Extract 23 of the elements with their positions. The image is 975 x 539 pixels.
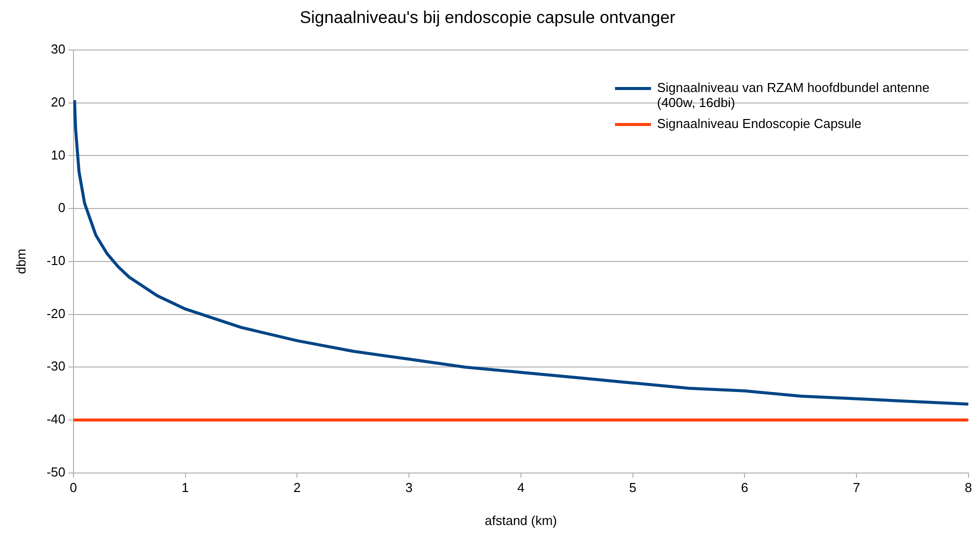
- chart-title: Signaalniveau's bij endoscopie capsule ontvanger: [298, 8, 676, 28]
- y-tick-label: -30: [46, 358, 66, 374]
- y-tick-label: 0: [58, 200, 66, 216]
- x-tick-label: 8: [964, 480, 972, 496]
- x-tick-label: 0: [70, 480, 78, 496]
- x-tick-label: 6: [741, 480, 748, 496]
- x-tick-label: 2: [294, 480, 301, 496]
- x-tick-label: 3: [405, 480, 413, 496]
- y-tick-label: 20: [50, 94, 66, 110]
- y-tick-label: -50: [46, 464, 66, 480]
- legend-label: Signaalniveau Endoscopie Capsule: [657, 116, 862, 131]
- y-tick-label: -40: [46, 412, 66, 427]
- y-tick-label: -10: [46, 252, 66, 268]
- x-tick-label: 7: [852, 480, 860, 496]
- y-tick-label: -20: [46, 306, 66, 321]
- x-tick-label: 1: [182, 480, 189, 496]
- y-tick-label: 10: [50, 147, 66, 162]
- x-tick-label: 5: [629, 480, 636, 496]
- y-tick-label: 30: [50, 42, 66, 57]
- x-tick-label: 4: [517, 480, 525, 496]
- x-axis-title: afstand (km): [484, 512, 558, 528]
- y-axis-title: dbm: [13, 248, 28, 274]
- legend-label: Signaalniveau van RZAM hoofdbundel antenne (400w, 16dbi): [657, 80, 930, 110]
